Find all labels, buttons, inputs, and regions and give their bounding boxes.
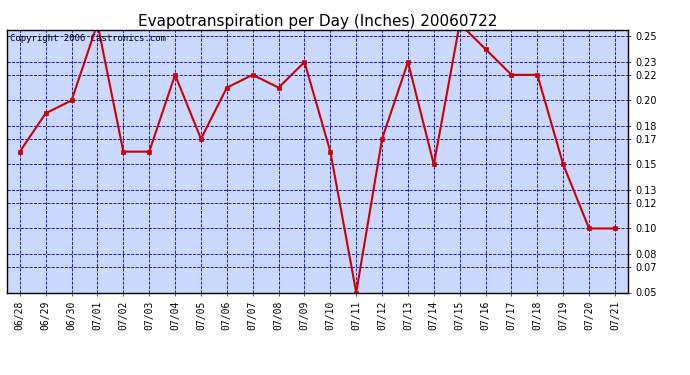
Text: Copyright 2006 Castronics.com: Copyright 2006 Castronics.com [10, 34, 166, 43]
Title: Evapotranspiration per Day (Inches) 20060722: Evapotranspiration per Day (Inches) 2006… [138, 14, 497, 29]
